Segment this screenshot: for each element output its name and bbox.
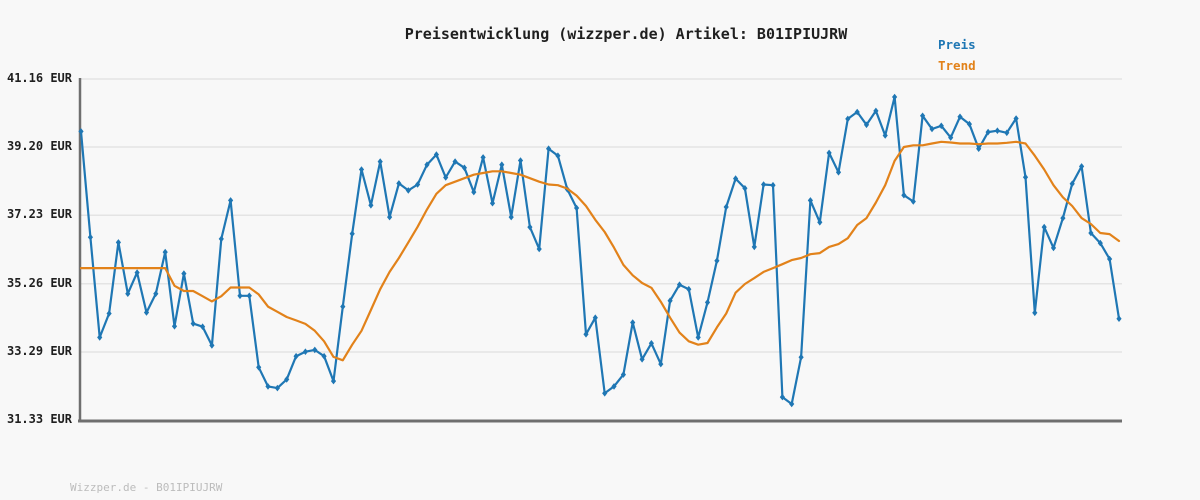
preis-line <box>79 95 1121 406</box>
chart-title: Preisentwicklung (wizzper.de) Artikel: B… <box>404 25 848 43</box>
legend-item-trend: Trend <box>938 58 976 73</box>
y-axis-label: 37.23 EUR <box>6 207 72 221</box>
y-axis-label: 39.20 EUR <box>6 139 72 153</box>
trend-line <box>79 140 1121 362</box>
watermark-text: Wizzper.de - B01IPIUJRW <box>70 481 223 494</box>
legend-item-preis: Preis <box>938 37 976 52</box>
chart-legend: Preis Trend <box>938 34 976 76</box>
y-axis-label: 41.16 EUR <box>6 71 72 85</box>
y-axis-label: 31.33 EUR <box>6 412 72 426</box>
y-axis-label: 33.29 EUR <box>6 344 72 358</box>
y-axis-label: 35.26 EUR <box>6 276 72 290</box>
y-axis-labels: 41.16 EUR 39.20 EUR 37.23 EUR 35.26 EUR 33.2… <box>0 0 80 500</box>
